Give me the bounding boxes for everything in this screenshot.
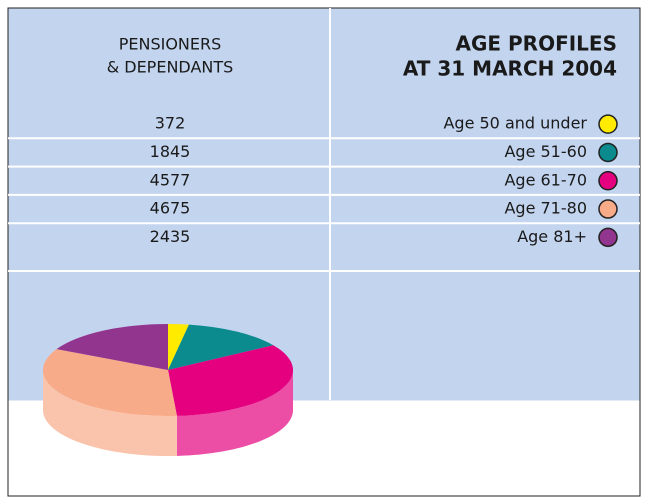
pie-slice [168,345,293,416]
legend-label: Age 71-80 [504,199,587,218]
column-header: & DEPENDANTS [107,58,234,77]
legend-swatch [598,171,618,191]
legend-swatch [598,114,618,134]
legend-swatch [598,227,618,248]
value-cell: 2435 [150,227,191,246]
pie-side-shade [176,370,293,456]
pie-side [176,370,293,456]
value-cell: 4675 [150,199,191,218]
pie-side-shade [43,370,177,456]
pie-side [43,370,177,456]
chart-title: AGE PROFILES [456,32,618,56]
value-cell: 4577 [150,170,191,189]
value-cell: 1845 [150,142,191,161]
column-header: PENSIONERS [119,35,222,54]
legend-label: Age 61-70 [504,170,587,189]
value-cell: 372 [155,114,186,133]
pie-slice [168,324,189,370]
chart-title: AT 31 MARCH 2004 [403,57,617,81]
legend-label: Age 51-60 [504,142,587,161]
legend-swatch [598,142,618,163]
pie-slice [56,324,168,370]
legend-label: Age 81+ [517,227,587,246]
pie-slice [168,324,274,370]
legend-swatch [598,199,618,219]
pie-slice [43,349,177,416]
legend-label: Age 50 and under [443,114,587,133]
